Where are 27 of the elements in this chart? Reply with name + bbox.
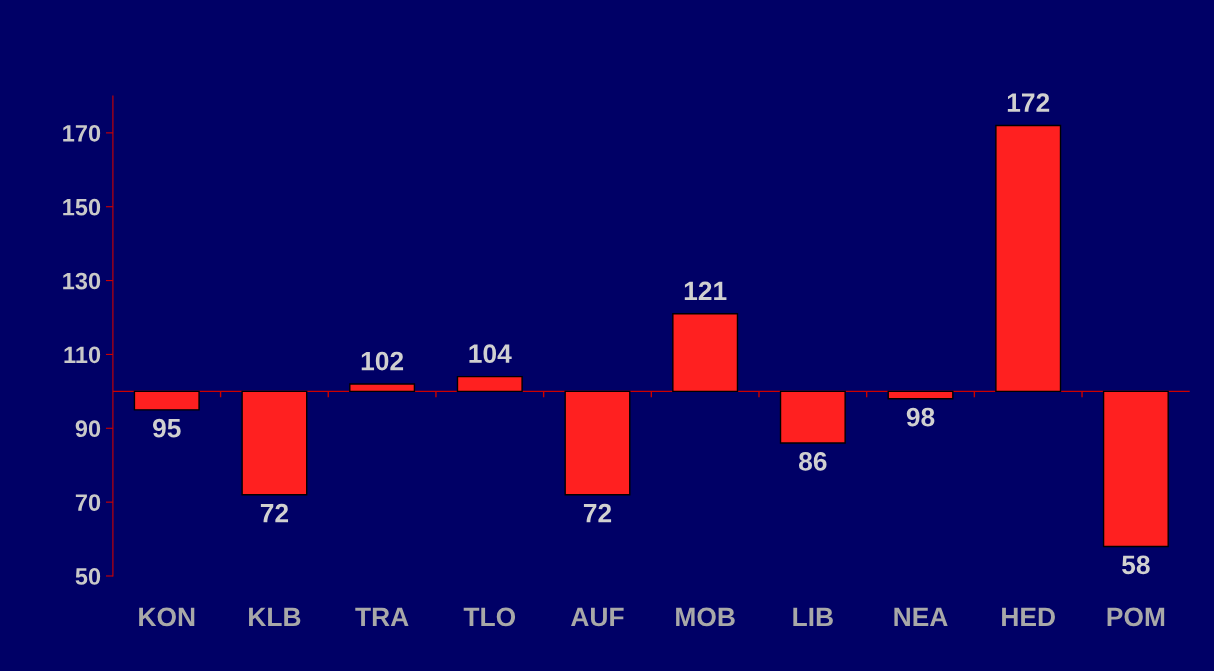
data-label: 95 — [152, 418, 181, 438]
y-tick-label: 150 — [63, 198, 101, 216]
x-tick-label: MOB — [676, 607, 735, 627]
x-tick-label: TRA — [355, 607, 409, 627]
y-tick-label: 130 — [63, 272, 101, 290]
x-tick-label: KLB — [249, 607, 301, 627]
data-label: 121 — [684, 281, 727, 301]
data-label: 102 — [361, 351, 404, 371]
data-label: 172 — [1007, 93, 1050, 112]
x-tick-label: AUF — [571, 607, 624, 627]
data-label: 72 — [583, 503, 612, 523]
x-tick-label: KON — [139, 607, 195, 627]
data-label: 98 — [906, 407, 935, 427]
data-label: 72 — [260, 503, 289, 523]
y-tick-label: 170 — [63, 124, 101, 142]
y-tick-label: 110 — [64, 346, 101, 364]
x-tick-label: LIB — [793, 607, 833, 627]
y-tick-label: 50 — [75, 568, 101, 585]
data-label: 86 — [799, 452, 827, 471]
data-label: 58 — [1122, 555, 1150, 575]
x-tick-label: TLO — [463, 607, 516, 627]
x-tick-label: POM — [1107, 607, 1165, 627]
x-tick-label: HED — [1002, 607, 1055, 627]
data-label: 104 — [469, 344, 512, 364]
y-tick-label: 90 — [75, 420, 101, 438]
x-tick-label: NEA — [894, 607, 948, 627]
y-tick-label: 70 — [75, 494, 101, 511]
